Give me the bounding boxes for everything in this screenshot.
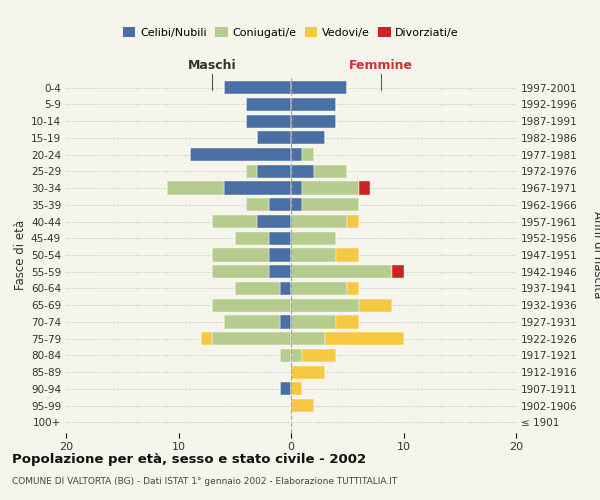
Bar	[291, 349, 302, 362]
Bar	[302, 198, 359, 211]
Bar	[314, 164, 347, 178]
Bar	[291, 282, 347, 295]
Bar	[325, 332, 404, 345]
Bar	[302, 182, 359, 194]
Bar	[291, 298, 359, 312]
Bar	[359, 298, 392, 312]
Bar	[302, 349, 336, 362]
Bar	[201, 332, 212, 345]
Bar	[336, 316, 359, 328]
Bar	[223, 316, 280, 328]
Bar	[291, 382, 302, 396]
Bar	[359, 182, 370, 194]
Bar	[291, 366, 325, 378]
Bar	[291, 316, 336, 328]
Bar	[291, 265, 392, 278]
Bar	[257, 132, 291, 144]
Bar	[190, 148, 291, 161]
Bar	[291, 98, 336, 111]
Y-axis label: Fasce di età: Fasce di età	[14, 220, 27, 290]
Bar	[269, 265, 291, 278]
Bar	[269, 248, 291, 262]
Bar	[392, 265, 404, 278]
Bar	[291, 215, 347, 228]
Y-axis label: Anni di nascita: Anni di nascita	[592, 212, 600, 298]
Bar	[246, 164, 257, 178]
Bar	[269, 198, 291, 211]
Bar	[291, 248, 336, 262]
Bar	[246, 114, 291, 128]
Bar	[291, 399, 314, 412]
Bar	[167, 182, 223, 194]
Bar	[235, 232, 269, 245]
Bar	[257, 215, 291, 228]
Bar	[223, 81, 291, 94]
Bar	[291, 132, 325, 144]
Bar	[291, 114, 336, 128]
Bar	[291, 81, 347, 94]
Bar	[291, 332, 325, 345]
Bar	[291, 232, 336, 245]
Bar	[212, 248, 269, 262]
Bar	[212, 215, 257, 228]
Bar	[212, 298, 291, 312]
Bar	[235, 282, 280, 295]
Text: Maschi: Maschi	[188, 60, 236, 72]
Bar	[257, 164, 291, 178]
Bar	[212, 265, 269, 278]
Bar	[280, 282, 291, 295]
Bar	[347, 215, 359, 228]
Bar	[223, 182, 291, 194]
Text: Popolazione per età, sesso e stato civile - 2002: Popolazione per età, sesso e stato civil…	[12, 452, 366, 466]
Bar	[269, 232, 291, 245]
Bar	[280, 382, 291, 396]
Bar	[291, 198, 302, 211]
Bar	[291, 164, 314, 178]
Bar	[336, 248, 359, 262]
Bar	[291, 148, 302, 161]
Text: COMUNE DI VALTORTA (BG) - Dati ISTAT 1° gennaio 2002 - Elaborazione TUTTITALIA.I: COMUNE DI VALTORTA (BG) - Dati ISTAT 1° …	[12, 478, 397, 486]
Legend: Celibi/Nubili, Coniugati/e, Vedovi/e, Divorziati/e: Celibi/Nubili, Coniugati/e, Vedovi/e, Di…	[119, 22, 463, 42]
Bar	[246, 198, 269, 211]
Bar	[347, 282, 359, 295]
Bar	[302, 148, 314, 161]
Bar	[246, 98, 291, 111]
Bar	[280, 316, 291, 328]
Bar	[212, 332, 291, 345]
Bar	[291, 182, 302, 194]
Bar	[280, 349, 291, 362]
Text: Femmine: Femmine	[349, 60, 413, 72]
